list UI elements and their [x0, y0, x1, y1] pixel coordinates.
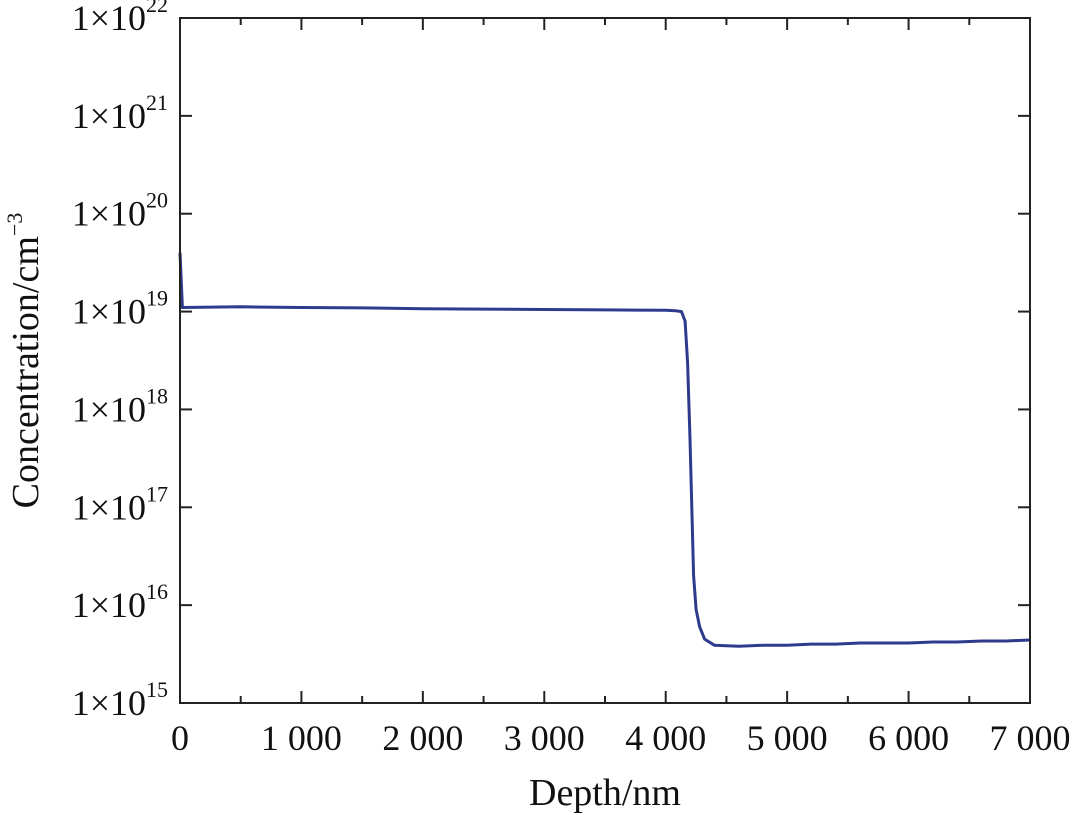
- y-axis-ticks: [180, 17, 1030, 704]
- x-axis-tick-labels: 0 1 000 2 000 3 000 4 000 5 000 6 000 7 000: [171, 718, 1071, 758]
- y-axis-tick-labels: 1×1015 1×1016 1×1017 1×1018 1×1019 1×1020 1×10…: [72, 0, 168, 723]
- x-tick-label: 6 000: [868, 718, 949, 758]
- y-axis-title-exponent: −3: [2, 213, 27, 236]
- x-tick-label: 1 000: [261, 718, 342, 758]
- y-tick-label: 1×1022: [72, 0, 168, 38]
- x-tick-label: 4 000: [625, 718, 706, 758]
- concentration-series-line: [178, 252, 1031, 648]
- y-axis-title-text: Concentration/cm: [5, 236, 47, 508]
- plot-frame: [179, 17, 1031, 704]
- x-axis-ticks: [179, 18, 1031, 703]
- y-tick-label: 1×1017: [72, 481, 168, 527]
- y-tick-label: 1×1016: [72, 579, 168, 625]
- x-tick-label: 5 000: [747, 718, 828, 758]
- y-tick-label: 1×1020: [72, 188, 168, 234]
- x-tick-label: 3 000: [504, 718, 585, 758]
- y-tick-label: 1×1015: [72, 677, 168, 723]
- x-axis-title: Depth/nm: [529, 772, 681, 814]
- y-tick-label: 1×1019: [72, 286, 168, 332]
- y-tick-label: 1×1021: [72, 90, 168, 136]
- x-tick-label: 2 000: [382, 718, 463, 758]
- x-tick-label: 7 000: [990, 718, 1071, 758]
- x-tick-label: 0: [171, 718, 189, 758]
- y-tick-label: 1×1018: [72, 383, 168, 429]
- y-axis-title: Concentration/cm−3: [2, 213, 47, 509]
